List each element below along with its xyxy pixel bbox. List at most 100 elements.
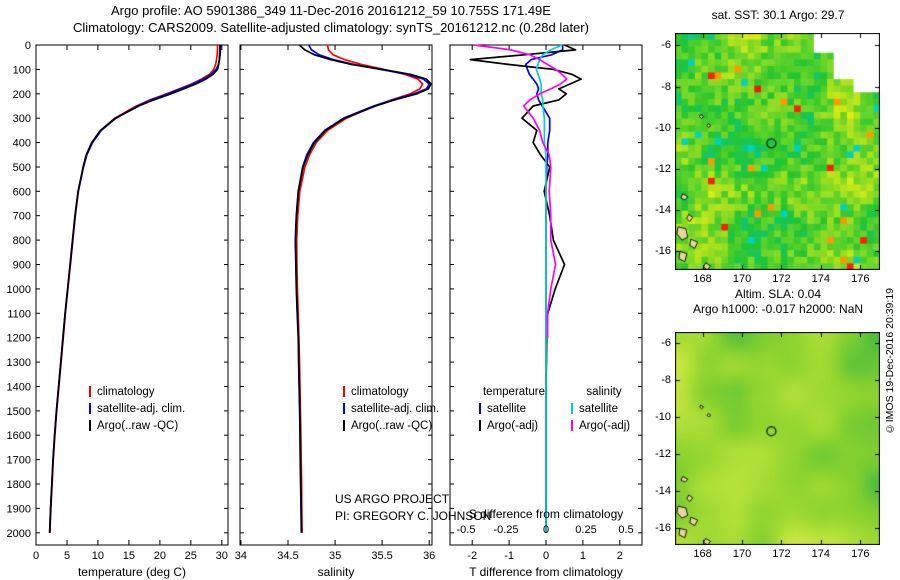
depth-tick-label: 1100 bbox=[7, 308, 31, 320]
depth-tick-label: 1200 bbox=[7, 333, 31, 345]
map-y-tick-label: -14 bbox=[655, 204, 671, 217]
sst-map bbox=[675, 33, 880, 270]
map-y-tick-label: -6 bbox=[661, 337, 671, 350]
s-difference-tick-label: -0.25 bbox=[493, 524, 519, 536]
sla-title-line2: Argo h1000: -0.017 h2000: NaN bbox=[692, 302, 864, 316]
s-difference-tick-label: 0 bbox=[542, 524, 550, 536]
map-x-tick-label: 168 bbox=[693, 273, 712, 285]
series-line-s-satellite bbox=[535, 44, 563, 533]
x-tick-label: 35.5 bbox=[371, 550, 392, 562]
depth-tick-label: 1300 bbox=[7, 357, 31, 369]
map-x-tick-label: 170 bbox=[732, 548, 752, 560]
figure-title-line1: Argo profile: AO 5901386_349 11-Dec-2016… bbox=[111, 3, 551, 18]
project-text: US ARGO PROJECT bbox=[335, 492, 450, 506]
x-tick-label: -1 bbox=[504, 550, 514, 562]
legend-label: Argo(..raw -QC) bbox=[351, 420, 432, 432]
map-x-tick-label: 172 bbox=[772, 273, 791, 285]
x-tick-label: 10 bbox=[92, 550, 104, 562]
sla-map bbox=[675, 332, 880, 545]
depth-tick-label: 200 bbox=[13, 89, 31, 101]
map-y-tick-label: -8 bbox=[661, 374, 671, 387]
salinity-axis-label: salinity bbox=[317, 565, 355, 579]
legend-label: satellite-adj. clim. bbox=[97, 403, 185, 415]
depth-tick-label: 100 bbox=[13, 64, 31, 76]
legend-label: Argo(..raw -QC) bbox=[97, 420, 178, 432]
legend-header: temperature bbox=[483, 386, 545, 398]
x-tick-label: 0 bbox=[543, 550, 549, 562]
s-difference-tick-label: 0.25 bbox=[575, 524, 597, 536]
legend-header: salinity bbox=[586, 386, 621, 398]
temperature-axis-label: temperature (deg C) bbox=[77, 565, 187, 579]
series-line-argo-raw-qc- bbox=[48, 45, 221, 533]
map-y-tick-label: -12 bbox=[655, 163, 671, 176]
depth-tick-label: 1800 bbox=[7, 479, 31, 491]
depth-tick-label: 800 bbox=[13, 235, 31, 247]
series-line-climatology bbox=[49, 45, 219, 533]
depth-tick-label: 600 bbox=[13, 186, 31, 198]
map-x-tick-label: 172 bbox=[772, 548, 791, 560]
figure-title-line2: Climatology: CARS2009. Satellite-adjuste… bbox=[73, 20, 589, 35]
x-tick-label: 5 bbox=[64, 550, 70, 562]
depth-tick-label: 1700 bbox=[7, 455, 31, 467]
credit-watermark: ©IMOS 19-Dec-2016 20:39:19 bbox=[884, 288, 896, 435]
x-tick-label: 34.5 bbox=[277, 550, 298, 562]
map-y-tick-label: -16 bbox=[655, 245, 671, 258]
x-tick-label: 15 bbox=[123, 550, 135, 562]
map-y-tick-label: -10 bbox=[655, 121, 671, 134]
map-x-tick-label: 174 bbox=[811, 273, 831, 285]
depth-tick-label: 0 bbox=[25, 40, 31, 52]
temperature_profile-frame bbox=[35, 44, 229, 546]
t-difference-axis-label: T difference from climatology bbox=[469, 565, 623, 579]
profile-plots: 0 5 10 15 20 25 300100200300400500600700800900… bbox=[7, 40, 643, 562]
series-line-s-argo-adj- bbox=[473, 44, 568, 338]
x-tick-label: 35 bbox=[329, 550, 341, 562]
legend-label: Argo(-adj) bbox=[487, 420, 538, 432]
sst-map-title: sat. SST: 30.1 Argo: 29.7 bbox=[711, 8, 845, 22]
x-tick-label: 30 bbox=[216, 550, 228, 562]
x-tick-label: 36 bbox=[423, 550, 435, 562]
map-x-tick-label: 176 bbox=[851, 548, 870, 560]
map-x-tick-label: 168 bbox=[693, 548, 712, 560]
series-line-satellite-adj-clim- bbox=[294, 44, 431, 533]
x-tick-label: 1 bbox=[580, 550, 586, 562]
series-line-t-argo-adj- bbox=[469, 44, 582, 533]
depth-tick-label: 500 bbox=[13, 162, 31, 174]
legend-label: climatology bbox=[97, 386, 155, 398]
depth-tick-label: 1400 bbox=[7, 382, 31, 394]
s-difference-tick-label: -0.5 bbox=[456, 524, 476, 536]
map-y-tick-label: -16 bbox=[655, 522, 671, 535]
series-line-satellite-adj-clim- bbox=[48, 44, 222, 533]
legend-label: satellite-adj. clim. bbox=[351, 403, 439, 415]
x-tick-label: 0 bbox=[33, 550, 39, 562]
depth-tick-label: 1600 bbox=[7, 430, 31, 442]
map-x-tick-label: 170 bbox=[732, 273, 752, 285]
depth-tick-label: 700 bbox=[13, 211, 31, 223]
series-line-climatology bbox=[295, 44, 424, 533]
x-tick-label: 2 bbox=[617, 550, 623, 562]
map-y-tick-label: -14 bbox=[655, 485, 671, 498]
map-y-tick-label: -8 bbox=[661, 80, 671, 93]
depth-tick-label: 2000 bbox=[7, 528, 31, 540]
map-x-tick-label: 174 bbox=[811, 548, 831, 560]
legend-label: Argo(-adj) bbox=[579, 420, 630, 432]
s-difference-tick-label: 0.5 bbox=[618, 524, 634, 536]
x-tick-label: -2 bbox=[467, 550, 477, 562]
depth-tick-label: 1500 bbox=[7, 406, 31, 418]
legend-label: climatology bbox=[351, 386, 409, 398]
sla-title-line1: Altim. SLA: 0.04 bbox=[734, 287, 822, 301]
pi-text: PI: GREGORY C. JOHNSON bbox=[335, 509, 492, 523]
map-y-tick-label: -12 bbox=[655, 448, 671, 461]
x-tick-label: 34 bbox=[235, 550, 247, 562]
legend-label: satellite bbox=[487, 403, 526, 415]
depth-tick-label: 900 bbox=[13, 260, 31, 272]
map-x-tick-label: 176 bbox=[851, 273, 870, 285]
map-y-tick-label: -6 bbox=[661, 39, 671, 52]
depth-tick-label: 400 bbox=[13, 138, 31, 150]
x-tick-label: 25 bbox=[185, 550, 197, 562]
map-y-tick-label: -10 bbox=[655, 411, 671, 424]
depth-tick-label: 1000 bbox=[7, 284, 31, 296]
legend-label: satellite bbox=[579, 403, 618, 415]
s-difference-axis-label: S difference from climatology bbox=[468, 507, 624, 521]
x-tick-label: 20 bbox=[154, 550, 166, 562]
